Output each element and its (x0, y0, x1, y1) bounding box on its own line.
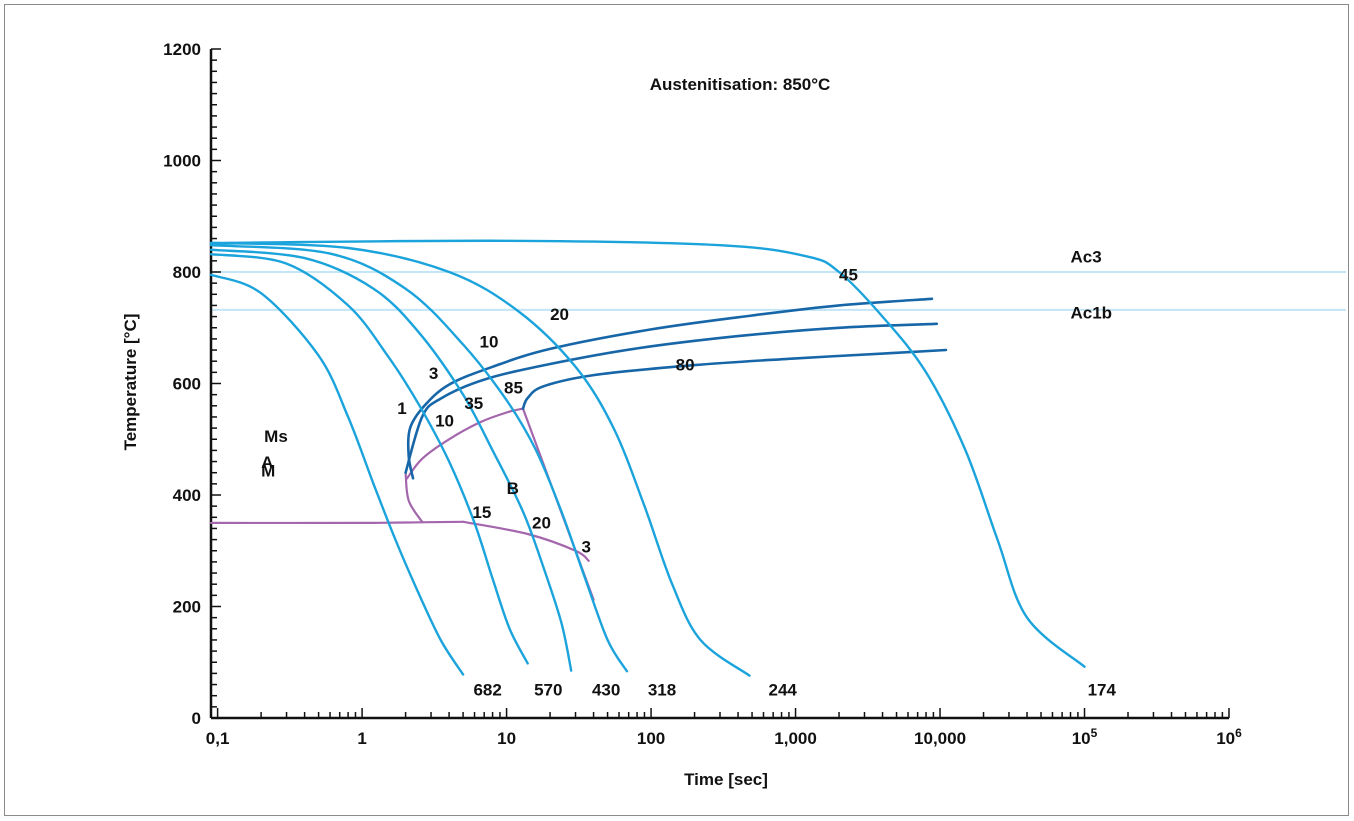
y-tick-label: 0 (192, 709, 201, 728)
x-tick-label: 1,000 (774, 729, 817, 748)
annotation-label: Ms (264, 427, 288, 446)
x-tick-label: 100 (637, 729, 665, 748)
annotation-label: 430 (592, 681, 620, 700)
phase-boundary-line (404, 471, 424, 523)
annotation-label: 10 (480, 332, 499, 351)
x-tick-label: 0,1 (206, 729, 230, 748)
annotation-label: 682 (473, 681, 501, 700)
axes: 0 200 400 600 800 1000 1200 0,1 1 10 100 1,000 10,00… (163, 40, 1242, 748)
chart-title: Austenitisation: 850°C (650, 75, 831, 94)
y-tick-label: 200 (173, 598, 201, 617)
transformation-curve (521, 348, 948, 410)
annotation-label: B (507, 479, 519, 498)
annotation-label: 45 (839, 265, 858, 284)
cooling-curve-174 (209, 239, 1086, 668)
transformation-curve (404, 322, 939, 474)
y-tick-label: 800 (173, 263, 201, 282)
curves (209, 239, 1086, 677)
reference-lines (211, 271, 1346, 311)
annotation-label: 3 (429, 364, 438, 383)
y-tick-label: 400 (173, 486, 201, 505)
annotation-label: 570 (534, 681, 562, 700)
annotation-label: 35 (464, 394, 483, 413)
phase-boundary-line (209, 520, 465, 525)
cooling-curve-244 (209, 241, 751, 677)
x-tick-label: 10 (497, 729, 516, 748)
phase-boundary-line (406, 407, 525, 480)
annotation-label: 20 (550, 305, 569, 324)
figure-frame (4, 4, 1349, 816)
y-tick-label: 1200 (163, 40, 201, 59)
cooling-curve-318 (209, 244, 629, 673)
y-axis-title: Temperature [°C] (121, 314, 140, 451)
annotation-label: 318 (648, 681, 676, 700)
labels: Ac3 Ac1b A Ms M B 1 3 10 20 45 80 35 10 85 15 20 3 682 570 4… (261, 248, 1116, 700)
annotation-label: 20 (532, 513, 551, 532)
annotation-label: A (261, 453, 273, 472)
annotation-label: 174 (1088, 681, 1117, 700)
y-tick-label: 600 (173, 375, 201, 394)
cooling-curve-570 (209, 253, 529, 665)
x-tick-label: 106 (1216, 726, 1242, 748)
annotation-label: 85 (504, 379, 523, 398)
x-tick-label: 1 (357, 729, 366, 748)
transformation-curve (406, 297, 934, 480)
annotation-label: 15 (472, 503, 491, 522)
y-tick-label: 1000 (163, 152, 201, 171)
annotation-label: Ac1b (1071, 303, 1113, 322)
phase-boundary-line (462, 520, 590, 562)
annotation-label: 10 (435, 411, 454, 430)
annotation-label: 80 (676, 356, 695, 375)
annotation-label: 1 (397, 399, 406, 418)
annotation-label: 3 (581, 537, 590, 556)
x-tick-label: 10,000 (914, 729, 966, 748)
annotation-label: 244 (769, 681, 798, 700)
cooling-curve-682 (209, 273, 465, 676)
x-tick-label: 105 (1072, 726, 1098, 748)
annotation-label: Ac3 (1071, 248, 1102, 267)
cooling-curve-430 (209, 248, 573, 672)
annotation-label: M (261, 462, 275, 481)
x-axis-title: Time [sec] (684, 770, 768, 789)
